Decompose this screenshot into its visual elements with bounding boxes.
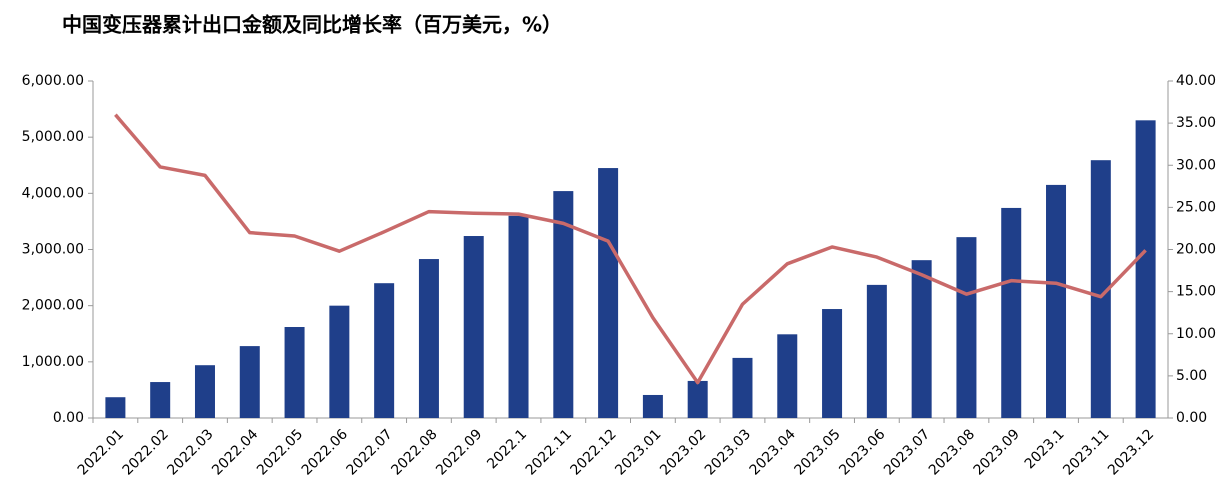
x-tick-label: 2022.04 xyxy=(209,426,261,478)
bar xyxy=(777,334,798,418)
y2-tick-label: 10.00 xyxy=(1176,326,1216,342)
y2-tick-label: 0.00 xyxy=(1176,410,1207,426)
x-tick-label: 2023.08 xyxy=(926,426,978,478)
bar xyxy=(598,168,619,418)
x-tick-label: 2022.03 xyxy=(164,426,216,478)
bar xyxy=(1090,160,1111,418)
y-tick-label: 5,000.00 xyxy=(22,129,84,145)
bar xyxy=(284,327,305,418)
bar xyxy=(105,397,126,418)
bar xyxy=(374,283,395,418)
x-tick-label: 2023.03 xyxy=(702,426,754,478)
x-tick-label: 2023.06 xyxy=(836,426,888,478)
y-tick-label: 1,000.00 xyxy=(22,354,84,370)
y2-tick-label: 35.00 xyxy=(1176,115,1216,131)
y-tick-label: 0.00 xyxy=(53,410,84,426)
x-tick-label: 2022.05 xyxy=(254,426,306,478)
bar xyxy=(911,260,932,418)
y2-tick-label: 30.00 xyxy=(1176,157,1216,173)
x-tick-label: 2023.04 xyxy=(747,426,799,478)
bar xyxy=(642,394,663,418)
bar xyxy=(822,309,843,418)
bar xyxy=(687,380,708,418)
y-tick-label: 4,000.00 xyxy=(22,185,84,201)
chart-title: 中国变压器累计出口金额及同比增长率（百万美元，%） xyxy=(62,13,562,37)
y-tick-label: 6,000.00 xyxy=(22,73,84,89)
x-tick-label: 2023.09 xyxy=(971,426,1023,478)
bar xyxy=(732,357,753,418)
bar xyxy=(194,365,215,418)
x-tick-label: 2022.12 xyxy=(568,426,620,478)
x-tick-label: 2023.11 xyxy=(1060,426,1112,478)
bar xyxy=(1046,184,1067,418)
y2-tick-label: 5.00 xyxy=(1176,368,1207,384)
x-tick-label: 2022.09 xyxy=(433,426,485,478)
line xyxy=(114,113,1147,385)
y2-tick-label: 25.00 xyxy=(1176,199,1216,215)
x-tick-label: 2023.01 xyxy=(612,426,664,478)
bar xyxy=(329,305,350,418)
bar xyxy=(866,284,887,418)
bar xyxy=(463,236,484,418)
x-tick-label: 2023.05 xyxy=(791,426,843,478)
bar xyxy=(418,259,439,418)
x-tick-label: 2023.02 xyxy=(657,426,709,478)
bar xyxy=(1135,120,1156,419)
x-tick-label: 2022.06 xyxy=(299,426,351,478)
bar xyxy=(553,191,574,418)
y2-tick-label: 15.00 xyxy=(1176,284,1216,300)
y2-tick-label: 40.00 xyxy=(1176,73,1216,89)
bar xyxy=(508,215,529,418)
x-tick-label: 2022.02 xyxy=(120,426,172,478)
x-tick-label: 2022.07 xyxy=(344,426,396,478)
y2-tick-label: 20.00 xyxy=(1176,242,1216,258)
y-tick-label: 2,000.00 xyxy=(22,298,84,314)
bar xyxy=(239,346,260,418)
y-tick-label: 3,000.00 xyxy=(22,242,84,258)
x-tick-label: 2022.11 xyxy=(523,426,575,478)
x-tick-label: 2022.01 xyxy=(75,426,127,478)
x-tick-label: 2023.12 xyxy=(1105,426,1157,478)
x-tick-label: 2022.08 xyxy=(388,426,440,478)
bar xyxy=(150,382,171,418)
bar xyxy=(956,237,977,418)
bar xyxy=(1001,207,1022,418)
x-tick-label: 2023.07 xyxy=(881,426,933,478)
